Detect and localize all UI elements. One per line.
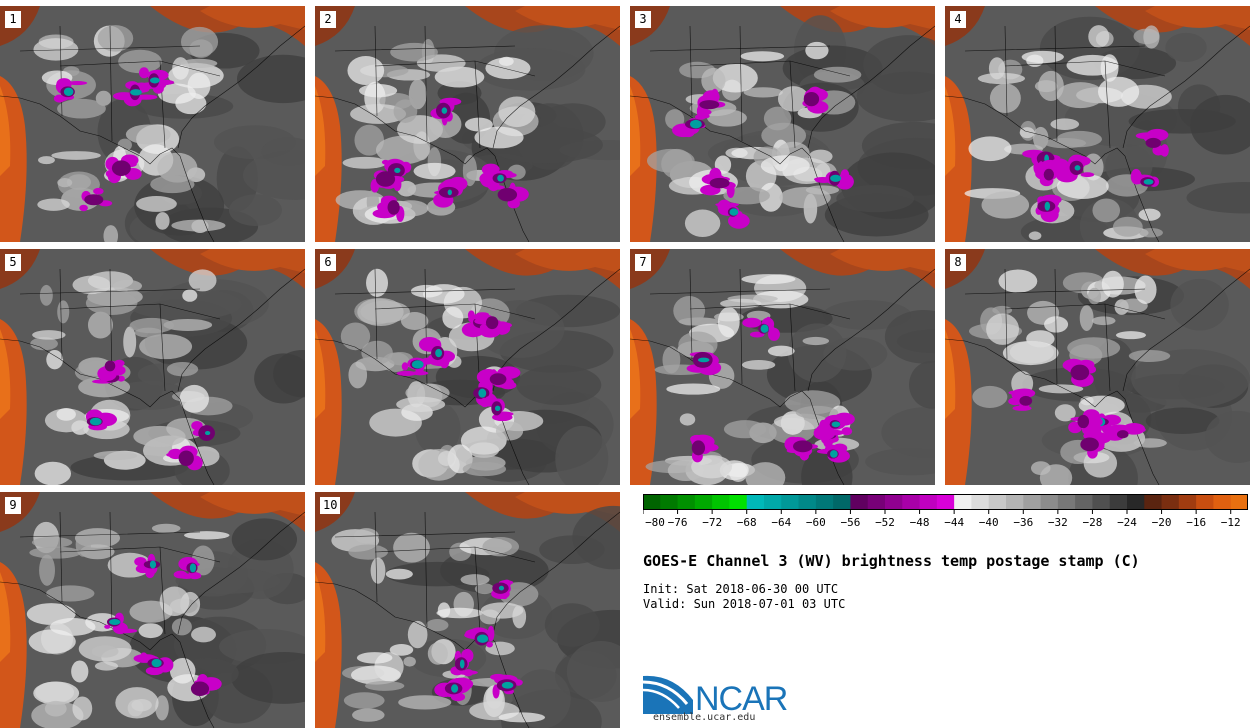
water-vapor-map	[315, 492, 620, 728]
colorbar-swatch	[885, 494, 903, 510]
colorbar-swatch	[1144, 494, 1163, 510]
colorbar-swatch	[694, 494, 713, 510]
stamp-panel-9: 9	[0, 492, 305, 728]
stamp-number: 2	[320, 11, 336, 28]
stamp-number: 9	[5, 497, 21, 514]
colorbar-tick-label: −64	[771, 516, 791, 529]
stamp-panel-7: 7	[630, 249, 935, 485]
colorbar-swatch	[798, 494, 817, 510]
ncar-logo: NCAR	[643, 675, 788, 714]
chart-title: GOES-E Channel 3 (WV) brightness temp po…	[643, 552, 1140, 570]
colorbar-tick-label: −36	[1013, 516, 1033, 529]
water-vapor-map	[945, 6, 1250, 242]
stamp-number: 5	[5, 254, 21, 271]
colorbar-tick-label: −48	[910, 516, 930, 529]
colorbar-swatch	[1161, 494, 1180, 510]
colorbar-tick-label: −56	[840, 516, 860, 529]
colorbar-tick-label: −52	[875, 516, 895, 529]
water-vapor-map	[0, 249, 305, 485]
stamp-panel-3: 3	[630, 6, 935, 242]
ncar-logo-swoosh	[643, 675, 693, 714]
colorbar-swatch	[815, 494, 834, 510]
stamp-number: 8	[950, 254, 966, 271]
colorbar-tick-label: −32	[1048, 516, 1068, 529]
colorbar-swatch	[954, 494, 972, 510]
colorbar-swatch	[867, 494, 886, 510]
colorbar-tick-label: −80	[645, 516, 665, 529]
colorbar-swatch	[1127, 494, 1145, 510]
ncar-logo-text: NCAR	[695, 680, 787, 714]
stamp-number: 7	[635, 254, 651, 271]
colorbar-swatch	[1196, 494, 1214, 510]
colorbar-swatch	[936, 494, 955, 510]
stamp-number: 6	[320, 254, 336, 271]
colorbar-swatch	[1075, 494, 1093, 510]
stamp-panel-2: 2	[315, 6, 620, 242]
colorbar-swatch	[712, 494, 730, 510]
colorbar-tick-label: −12	[1221, 516, 1241, 529]
stamp-number: 3	[635, 11, 651, 28]
colorbar-tick-label: −28	[1082, 516, 1102, 529]
colorbar-swatch	[1092, 494, 1111, 510]
stamp-number: 1	[5, 11, 21, 28]
colorbar-swatch	[660, 494, 679, 510]
stamp-panel-1: 1	[0, 6, 305, 242]
stamp-panel-5: 5	[0, 249, 305, 485]
stamp-panel-8: 8	[945, 249, 1250, 485]
colorbar-swatch	[1006, 494, 1024, 510]
colorbar-swatch	[988, 494, 1007, 510]
colorbar-swatch	[1057, 494, 1076, 510]
water-vapor-map	[315, 6, 620, 242]
ncar-url: ensemble.ucar.edu	[653, 712, 756, 723]
colorbar-swatch	[833, 494, 851, 510]
colorbar-tick-label: −40	[979, 516, 999, 529]
init-time: Init: Sat 2018-06-30 00 UTC	[643, 582, 839, 596]
water-vapor-map	[630, 249, 935, 485]
colorbar-swatch	[1230, 494, 1248, 510]
colorbar-tick-label: −72	[702, 516, 722, 529]
colorbar-tick-label: −16	[1186, 516, 1206, 529]
water-vapor-map	[315, 249, 620, 485]
colorbar-swatch	[729, 494, 748, 510]
colorbar-swatch	[764, 494, 782, 510]
colorbar-tick-label: −20	[1152, 516, 1172, 529]
colorbar-swatch	[902, 494, 921, 510]
stamp-panel-10: 10	[315, 492, 620, 728]
colorbar-swatch	[1109, 494, 1128, 510]
colorbar-tick-label: −24	[1117, 516, 1137, 529]
colorbar-tick-label: −68	[737, 516, 757, 529]
colorbar-tick-label: −44	[944, 516, 964, 529]
stamp-panel-4: 4	[945, 6, 1250, 242]
colorbar-swatch	[850, 494, 869, 510]
colorbar-swatch	[919, 494, 938, 510]
colorbar-swatch	[677, 494, 696, 510]
colorbar-legend: −80 −76 −72 −68 −64 −60 −56 −52 −48 −44 −40 −36 −32 −…	[643, 494, 1248, 529]
colorbar-tick-label: −60	[806, 516, 826, 529]
colorbar-swatch	[971, 494, 990, 510]
colorbar-tick-label: −76	[668, 516, 688, 529]
water-vapor-map	[0, 492, 305, 728]
colorbar-swatch	[1023, 494, 1042, 510]
water-vapor-map	[0, 6, 305, 242]
colorbar-swatch	[1213, 494, 1232, 510]
stamp-number: 4	[950, 11, 966, 28]
colorbar-swatch	[1040, 494, 1059, 510]
colorbar-swatch	[1178, 494, 1197, 510]
water-vapor-map	[945, 249, 1250, 485]
colorbar-swatch	[781, 494, 800, 510]
stamp-panel-6: 6	[315, 249, 620, 485]
water-vapor-map	[630, 6, 935, 242]
colorbar-swatch	[643, 494, 661, 510]
valid-time: Valid: Sun 2018-07-01 03 UTC	[643, 597, 846, 611]
colorbar-frame	[643, 494, 1248, 510]
colorbar-swatch	[746, 494, 765, 510]
stamp-number: 10	[320, 497, 341, 514]
